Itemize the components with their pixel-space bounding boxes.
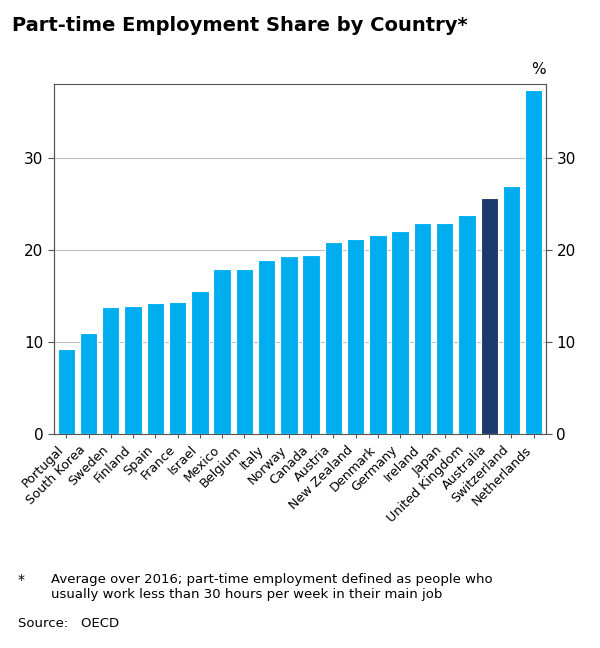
Bar: [280, 255, 298, 434]
Bar: [58, 349, 75, 434]
Bar: [436, 224, 454, 434]
Bar: [169, 303, 186, 434]
Text: Part-time Employment Share by Country*: Part-time Employment Share by Country*: [12, 16, 467, 35]
Bar: [191, 290, 209, 434]
Bar: [325, 242, 342, 434]
Text: *: *: [18, 573, 25, 588]
Text: Average over 2016; part-time employment defined as people who
usually work less : Average over 2016; part-time employment …: [51, 573, 493, 601]
Bar: [124, 306, 142, 434]
Bar: [258, 260, 275, 434]
Bar: [80, 333, 97, 434]
Bar: [214, 270, 231, 434]
Bar: [102, 307, 119, 434]
Bar: [458, 215, 476, 434]
Bar: [369, 235, 386, 434]
Bar: [302, 255, 320, 434]
Bar: [236, 270, 253, 434]
Bar: [503, 185, 520, 434]
Bar: [347, 239, 364, 434]
Text: %: %: [532, 62, 546, 77]
Bar: [481, 198, 498, 434]
Text: Source:   OECD: Source: OECD: [18, 617, 119, 630]
Bar: [525, 90, 542, 434]
Bar: [391, 231, 409, 434]
Bar: [146, 303, 164, 434]
Bar: [414, 224, 431, 434]
